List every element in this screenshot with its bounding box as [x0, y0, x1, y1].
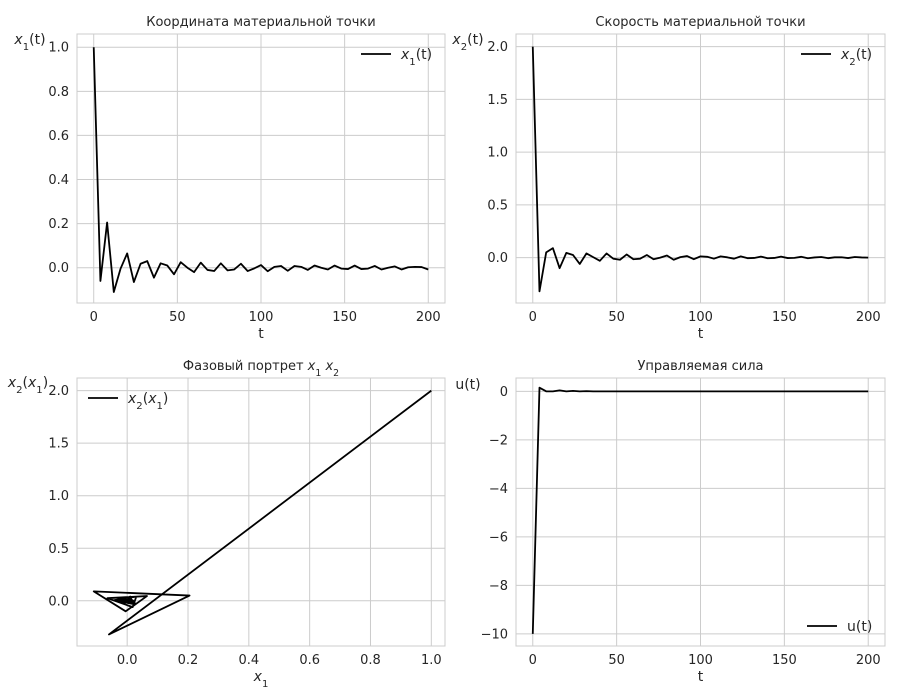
- x-tick-label: 1.0: [421, 653, 442, 668]
- x-tick-label: 0: [529, 310, 537, 325]
- y-axis-label: u(t): [455, 377, 480, 393]
- x-tick-label: 200: [856, 653, 881, 668]
- plot-frame: [515, 33, 886, 304]
- x-tick-label: 100: [688, 653, 713, 668]
- legend-label: u(t): [847, 619, 872, 635]
- x-axis-label: t: [698, 326, 704, 342]
- legend: x2(t): [801, 47, 872, 68]
- y-tick-label: 1.0: [48, 489, 69, 504]
- series-line: [92, 389, 432, 636]
- y-tick-label: −10: [481, 627, 508, 642]
- y-tick-label: 0.8: [48, 85, 69, 100]
- series-line: [531, 46, 869, 293]
- x-tick-label: 0: [90, 310, 98, 325]
- x-tick-label: 50: [608, 653, 625, 668]
- y-tick-label: −6: [489, 530, 508, 545]
- y-tick-label: 2.0: [487, 40, 508, 55]
- x-axis-label: t: [258, 326, 264, 342]
- y-axis-label: x2(t): [451, 32, 483, 53]
- y-tick-label: 0.5: [48, 542, 69, 557]
- legend: x1(t): [361, 47, 432, 68]
- y-tick-label: 0.2: [48, 217, 69, 232]
- series-line: [92, 47, 429, 293]
- x-tick-label: 100: [688, 310, 713, 325]
- y-axis-label: x2(x1): [7, 375, 48, 396]
- y-tick-label: 0.6: [48, 129, 69, 144]
- chart-p2: 0 50 100 150 200 0.0 0.5 1.0 1.5 2.0 Скорость мате…: [451, 15, 886, 342]
- series-line: [531, 386, 869, 634]
- x-tick-label: 200: [416, 310, 441, 325]
- x-tick-label: 0.2: [178, 653, 199, 668]
- chart-title: Управляемая сила: [637, 359, 763, 374]
- legend: x2(x1): [88, 391, 168, 412]
- x-tick-label: 100: [249, 310, 274, 325]
- y-tick-label: 0.5: [487, 198, 508, 213]
- x-tick-label: 150: [332, 310, 357, 325]
- chart-title: Координата материальной точки: [146, 15, 376, 30]
- chart-title: Скорость материальной точки: [595, 15, 805, 30]
- x-tick-label: 0.8: [360, 653, 381, 668]
- plot-frame: [76, 377, 446, 647]
- y-tick-label: −2: [489, 433, 508, 448]
- x-tick-label: 0: [529, 653, 537, 668]
- y-tick-label: 0: [500, 385, 508, 400]
- y-axis-label: x1(t): [13, 32, 45, 53]
- legend-label: x2(t): [840, 47, 872, 68]
- chart-title: Фазовый портрет x1 x2: [183, 359, 339, 379]
- y-tick-label: −4: [489, 482, 508, 497]
- x-tick-label: 50: [608, 310, 625, 325]
- x-axis-label: x1: [253, 669, 269, 690]
- y-tick-label: 0.0: [487, 251, 508, 266]
- x-axis-label: t: [698, 669, 704, 685]
- legend-label: x2(x1): [127, 391, 168, 412]
- y-tick-label: 0.0: [48, 261, 69, 276]
- y-tick-label: 1.0: [48, 41, 69, 56]
- y-tick-label: −8: [489, 579, 508, 594]
- legend-label: x1(t): [400, 47, 432, 68]
- y-tick-label: 0.0: [48, 594, 69, 609]
- x-tick-label: 150: [772, 653, 797, 668]
- chart-p1: 0 50 100 150 200 0.0 0.2 0.4 0.6 0.8 1.0 Координата…: [13, 15, 446, 342]
- y-tick-label: 1.5: [48, 437, 69, 452]
- y-tick-label: 2.0: [48, 384, 69, 399]
- chart-p4: 0 50 100 150 200 −10 −8 −6 −4 −2 0 Управляемая сила…: [455, 359, 886, 685]
- plot-frame: [515, 377, 886, 647]
- x-tick-label: 0.6: [299, 653, 320, 668]
- plot-frame: [76, 33, 446, 304]
- chart-p3: 0.0 0.2 0.4 0.6 0.8 1.0 0.0 0.5 1.0 1.5 2.0 Фазовый…: [7, 359, 446, 690]
- y-tick-label: 0.4: [48, 173, 69, 188]
- x-tick-label: 0.4: [238, 653, 259, 668]
- y-tick-label: 1.5: [487, 93, 508, 108]
- legend: u(t): [807, 619, 872, 635]
- x-tick-label: 200: [856, 310, 881, 325]
- x-tick-label: 0.0: [117, 653, 138, 668]
- y-tick-label: 1.0: [487, 146, 508, 161]
- x-tick-label: 50: [169, 310, 186, 325]
- x-tick-label: 150: [772, 310, 797, 325]
